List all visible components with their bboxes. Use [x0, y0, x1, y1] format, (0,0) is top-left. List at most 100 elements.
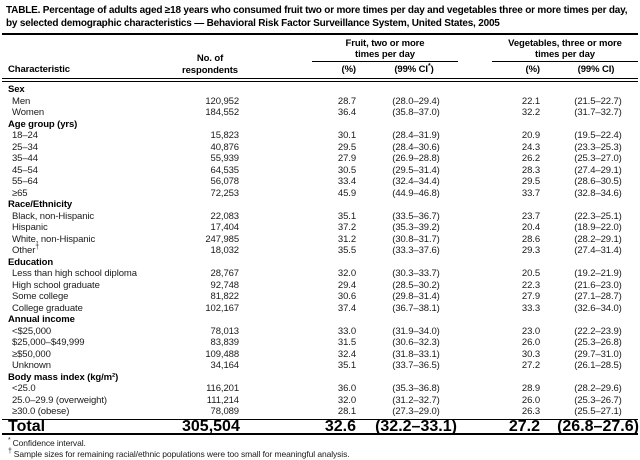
row-fruit-pct: 28.7	[337, 95, 356, 107]
table-row: Other† 18,032 35.5 (33.3–37.6) 29.3 (27.…	[2, 243, 638, 257]
row-fruit-ci: (27.3–29.0)	[392, 406, 440, 417]
row-respondents: 78,089	[210, 406, 240, 417]
row-label: Some college	[12, 291, 69, 302]
row-fruit-pct: 31.5	[337, 337, 356, 348]
vegetable-group-title: Vegetables, three or more times per day	[492, 38, 638, 62]
row-veg-ci: (19.2–21.9)	[574, 268, 622, 279]
row-fruit-pct: 29.5	[337, 141, 356, 153]
table-row: ≥$50,000 109,488 32.4 (31.8–33.1) 30.3 (…	[2, 349, 638, 361]
row-veg-ci: (27.4–29.1)	[574, 164, 622, 176]
table-row: Some college 81,822 30.6 (29.8–31.4) 27.…	[2, 291, 638, 303]
bottom-rule	[2, 432, 638, 435]
row-fruit-pct: 27.9	[337, 153, 356, 164]
row-respondents: 34,164	[210, 360, 240, 371]
row-veg-pct: 26.2	[521, 153, 540, 164]
row-veg-pct: 26.0	[521, 394, 540, 406]
section-header-row: Sex	[2, 84, 638, 96]
row-fruit-pct: 35.1	[337, 360, 356, 371]
row-label: ≥30.0 (obese)	[12, 406, 70, 417]
row-veg-pct: 32.2	[521, 107, 540, 118]
row-fruit-pct: 32.4	[337, 348, 356, 360]
row-veg-ci: (21.5–22.7)	[574, 95, 622, 107]
row-label: 25.0–29.9 (overweight)	[12, 394, 107, 406]
row-veg-pct: 28.9	[521, 383, 540, 394]
row-fruit-ci: (28.5–30.2)	[392, 279, 440, 291]
row-fruit-pct: 35.1	[337, 210, 356, 222]
top-rule	[2, 33, 638, 35]
col-header-respondents: No. of respondents	[180, 53, 240, 76]
footnote-text: Sample sizes for remaining racial/ethnic…	[13, 448, 350, 459]
row-veg-ci: (18.9–22.0)	[574, 222, 622, 233]
row-veg-pct: 28.3	[521, 164, 540, 176]
row-respondents: 55,939	[210, 153, 240, 164]
row-respondents: 28,767	[210, 268, 240, 279]
fruit-group-title: Fruit, two or more times per day	[312, 38, 458, 62]
total-respondents: 305,504	[182, 417, 240, 435]
row-veg-pct: 26.3	[521, 406, 540, 417]
row-label: <$25,000	[12, 325, 52, 337]
row-label: White, non-Hispanic	[12, 233, 96, 245]
row-fruit-pct: 45.9	[337, 187, 356, 199]
vegetable-group-header: Vegetables, three or more times per day …	[490, 38, 640, 76]
row-fruit-pct: 30.5	[337, 164, 356, 176]
row-respondents: 56,078	[210, 176, 240, 187]
row-fruit-ci: (31.9–34.0)	[392, 325, 440, 337]
row-veg-ci: (23.3–25.3)	[574, 141, 622, 153]
row-veg-ci: (32.6–34.0)	[574, 302, 622, 314]
row-fruit-ci: (26.9–28.8)	[392, 153, 440, 164]
vegetable-ci-header: (99% CI)	[577, 64, 615, 75]
total-top-rule	[2, 418, 638, 420]
table-row: 45–54 64,535 30.5 (29.5–31.4) 28.3 (27.4…	[2, 165, 638, 177]
row-label: ≥65	[12, 187, 28, 199]
row-fruit-pct: 33.4	[337, 176, 356, 187]
row-respondents: 72,253	[210, 187, 240, 199]
row-veg-pct: 24.3	[521, 141, 540, 153]
section-label: Annual income	[8, 314, 75, 325]
section-header-row: Body mass index (kg/m²)	[2, 372, 638, 384]
section-label: Body mass index (kg/m²)	[8, 371, 119, 383]
row-respondents: 78,013	[210, 325, 240, 337]
row-label: 35–44	[12, 153, 38, 164]
row-fruit-ci: (28.0–29.4)	[392, 95, 440, 107]
row-veg-ci: (19.5–22.4)	[574, 130, 622, 141]
row-respondents: 111,214	[206, 394, 239, 406]
row-fruit-pct: 30.6	[337, 291, 356, 302]
row-veg-pct: 33.7	[521, 187, 540, 199]
respondents-line1: No. of	[196, 53, 224, 64]
table-row: 25–34 40,876 29.5 (28.4–30.6) 24.3 (23.3…	[2, 142, 638, 154]
row-fruit-ci: (30.6–32.3)	[392, 337, 440, 348]
table-body: Sex Men 120,952 28.7 (28.0–29.4) 22.1 (2…	[2, 82, 638, 418]
row-label: Hispanic	[12, 222, 48, 233]
section-header-row: Race/Ethnicity	[2, 199, 638, 211]
row-label: Unknown	[12, 360, 51, 371]
row-respondents: 83,839	[210, 337, 240, 348]
footnote-marker-asterisk: *	[8, 436, 11, 444]
table-row: Black, non-Hispanic 22,083 35.1 (33.5–36…	[2, 211, 638, 223]
row-label: High school graduate	[12, 279, 100, 291]
table-row: White, non-Hispanic 247,985 31.2 (30.8–3…	[2, 234, 638, 246]
row-fruit-pct: 28.1	[337, 406, 356, 417]
row-fruit-ci: (30.3–33.7)	[392, 268, 440, 279]
row-respondents: 22,083	[210, 210, 240, 222]
row-fruit-pct: 36.4	[337, 107, 356, 118]
section-label: Education	[8, 256, 54, 268]
row-fruit-pct: 31.2	[337, 233, 356, 245]
vegetable-pct-header: (%)	[525, 64, 541, 75]
row-veg-pct: 29.5	[521, 176, 540, 187]
row-respondents: 116,201	[206, 383, 239, 394]
table-row: Hispanic 17,404 37.2 (35.3–39.2) 20.4 (1…	[2, 222, 638, 234]
row-footnote-marker: †	[35, 243, 40, 251]
row-respondents: 81,822	[210, 291, 240, 302]
row-veg-ci: (31.7–32.7)	[574, 107, 622, 118]
row-veg-ci: (25.5–27.1)	[574, 406, 622, 417]
row-veg-ci: (22.3–25.1)	[574, 210, 622, 222]
row-veg-pct: 20.5	[521, 268, 540, 279]
row-respondents: 40,876	[210, 141, 240, 153]
table-row: 35–44 55,939 27.9 (26.9–28.8) 26.2 (25.3…	[2, 153, 638, 165]
row-veg-pct: 23.7	[521, 210, 540, 222]
row-fruit-ci: (29.8–31.4)	[392, 291, 440, 302]
row-veg-ci: (25.3–26.7)	[574, 394, 622, 406]
row-respondents: 120,952	[205, 95, 239, 107]
vegetable-subheaders: (%) (99% CI)	[490, 64, 640, 76]
